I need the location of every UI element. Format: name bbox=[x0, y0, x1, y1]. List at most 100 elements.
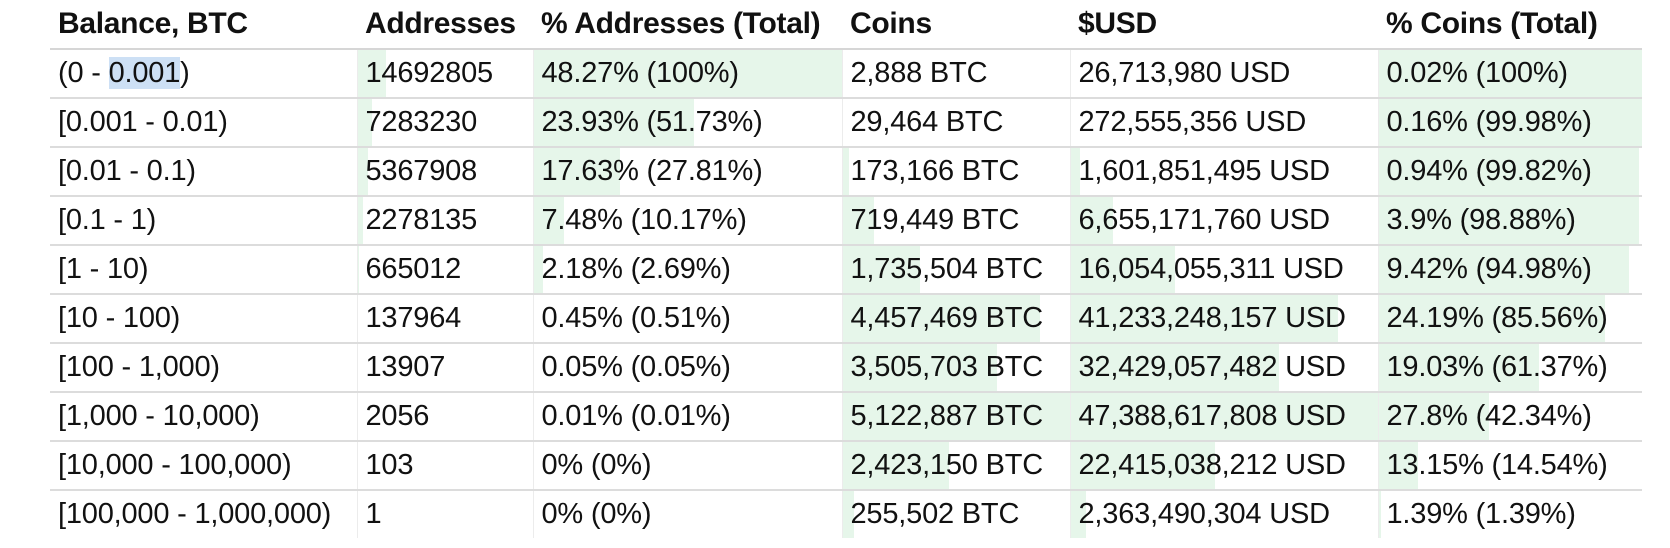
cell-addresses: 1 bbox=[356, 490, 533, 538]
cell-coins-percent-text: 0.16% (99.98%) bbox=[1386, 106, 1592, 138]
header-coins-percent[interactable]: % Coins (Total) bbox=[1378, 0, 1642, 50]
cell-addresses: 137964 bbox=[356, 294, 533, 344]
cell-addresses: 14692805 bbox=[356, 49, 533, 99]
cell-addresses-percent: 23.93% (51.73%) bbox=[532, 98, 842, 148]
cell-coins-percent: 3.9% (98.88%) bbox=[1377, 196, 1642, 246]
cell-addresses-percent-text: 0.45% (0.51%) bbox=[541, 302, 731, 334]
cell-addresses-percent-text: 0% (0%) bbox=[541, 498, 652, 530]
proportion-bar bbox=[533, 197, 565, 244]
cell-coins: 173,166 BTC bbox=[841, 147, 1070, 197]
selected-text-highlight: 0.001 bbox=[108, 57, 181, 89]
cell-coins-percent-text: 19.03% (61.37%) bbox=[1386, 351, 1608, 383]
table-row: [10,000 - 100,000) 103 0% (0%) 2,423,150 BT… bbox=[50, 441, 1642, 491]
cell-addresses-text: 14692805 bbox=[365, 57, 494, 89]
proportion-bar bbox=[1378, 442, 1419, 489]
proportion-bar bbox=[842, 295, 1040, 342]
cell-balance-range: [100 - 1,000) bbox=[50, 343, 357, 393]
cell-coins: 3,505,703 BTC bbox=[841, 343, 1070, 393]
cell-coins: 5,122,887 BTC bbox=[841, 392, 1070, 442]
table-header-row: Balance, BTC Addresses % Addresses (Tota… bbox=[50, 0, 1642, 50]
cell-coins: 2,423,150 BTC bbox=[841, 441, 1070, 491]
cell-coins-text: 29,464 BTC bbox=[850, 106, 1004, 138]
cell-addresses-percent-text: 17.63% (27.81%) bbox=[541, 155, 763, 187]
header-coins[interactable]: Coins bbox=[842, 0, 1070, 50]
cell-usd-text: 26,713,980 USD bbox=[1078, 57, 1291, 89]
cell-coins-text: 2,423,150 BTC bbox=[850, 449, 1044, 481]
header-addresses[interactable]: Addresses bbox=[357, 0, 533, 50]
cell-addresses: 7283230 bbox=[356, 98, 533, 148]
cell-coins-percent-text: 24.19% (85.56%) bbox=[1386, 302, 1608, 334]
cell-coins-percent-text: 0.94% (99.82%) bbox=[1386, 155, 1592, 187]
balance-range-text: [0.01 - 0.1) bbox=[58, 155, 196, 187]
proportion-bar bbox=[1070, 344, 1280, 391]
cell-usd: 41,233,248,157 USD bbox=[1069, 294, 1378, 344]
cell-coins-percent-text: 3.9% (98.88%) bbox=[1386, 204, 1576, 236]
cell-addresses-percent-text: 48.27% (100%) bbox=[541, 57, 740, 89]
proportion-bar bbox=[1378, 148, 1640, 195]
proportion-bar bbox=[842, 246, 920, 293]
table-row: [0.001 - 0.01) 7283230 23.93% (51.73%) 29,4… bbox=[50, 98, 1642, 148]
cell-coins: 4,457,469 BTC bbox=[841, 294, 1070, 344]
cell-coins-text: 2,888 BTC bbox=[850, 57, 988, 89]
balance-range-text: [0.1 - 1) bbox=[58, 204, 157, 236]
proportion-bar bbox=[1378, 99, 1642, 146]
table-body: (0 - 0.001) 14692805 48.27% (100%) 2,888 BT… bbox=[50, 49, 1642, 538]
cell-coins-percent-text: 1.39% (1.39%) bbox=[1386, 498, 1576, 530]
cell-coins-percent-text: 9.42% (94.98%) bbox=[1386, 253, 1592, 285]
proportion-bar bbox=[1378, 344, 1540, 391]
table-row: [0.1 - 1) 2278135 7.48% (10.17%) 719,449 BT… bbox=[50, 196, 1642, 246]
proportion-bar bbox=[533, 50, 842, 97]
cell-addresses-percent: 7.48% (10.17%) bbox=[532, 196, 842, 246]
cell-addresses-percent-text: 0.01% (0.01%) bbox=[541, 400, 731, 432]
header-addresses-percent[interactable]: % Addresses (Total) bbox=[533, 0, 842, 50]
proportion-bar bbox=[357, 99, 372, 146]
cell-balance-range: [1 - 10) bbox=[50, 245, 357, 295]
cell-usd-text: 272,555,356 USD bbox=[1078, 106, 1307, 138]
cell-addresses: 2278135 bbox=[356, 196, 533, 246]
cell-addresses-percent-text: 2.18% (2.69%) bbox=[541, 253, 731, 285]
cell-addresses-percent: 48.27% (100%) bbox=[532, 49, 842, 99]
proportion-bar bbox=[842, 344, 997, 391]
table-row: [0.01 - 0.1) 5367908 17.63% (27.81%) 173,16… bbox=[50, 147, 1642, 197]
proportion-bar bbox=[1378, 246, 1629, 293]
cell-addresses-text: 2056 bbox=[365, 400, 430, 432]
cell-balance-range: (0 - 0.001) bbox=[50, 49, 357, 99]
cell-addresses: 2056 bbox=[356, 392, 533, 442]
cell-balance-range: [0.01 - 0.1) bbox=[50, 147, 357, 197]
cell-addresses-percent-text: 23.93% (51.73%) bbox=[541, 106, 763, 138]
proportion-bar bbox=[1378, 295, 1606, 342]
cell-coins-percent: 0.02% (100%) bbox=[1377, 49, 1642, 99]
cell-coins-percent-text: 13.15% (14.54%) bbox=[1386, 449, 1608, 481]
cell-coins-text: 719,449 BTC bbox=[850, 204, 1020, 236]
cell-addresses-percent: 2.18% (2.69%) bbox=[532, 245, 842, 295]
cell-coins-text: 3,505,703 BTC bbox=[850, 351, 1044, 383]
cell-addresses-text: 665012 bbox=[365, 253, 462, 285]
cell-usd-text: 41,233,248,157 USD bbox=[1078, 302, 1346, 334]
balance-range-text: [100 - 1,000) bbox=[58, 351, 220, 383]
balance-range-suffix: ) bbox=[180, 57, 190, 89]
cell-usd: 1,601,851,495 USD bbox=[1069, 147, 1378, 197]
cell-coins: 255,502 BTC bbox=[841, 490, 1070, 538]
cell-usd-text: 2,363,490,304 USD bbox=[1078, 498, 1331, 530]
cell-coins-text: 1,735,504 BTC bbox=[850, 253, 1044, 285]
cell-addresses-text: 2278135 bbox=[365, 204, 478, 236]
header-usd[interactable]: $USD bbox=[1070, 0, 1378, 50]
cell-addresses-text: 103 bbox=[365, 449, 414, 481]
header-balance[interactable]: Balance, BTC bbox=[50, 0, 357, 50]
cell-balance-range: [1,000 - 10,000) bbox=[50, 392, 357, 442]
proportion-bar bbox=[842, 197, 875, 244]
proportion-bar bbox=[357, 197, 363, 244]
cell-balance-range: [10 - 100) bbox=[50, 294, 357, 344]
table-row: [1 - 10) 665012 2.18% (2.69%) 1,735,504 BTC… bbox=[50, 245, 1642, 295]
cell-coins-text: 173,166 BTC bbox=[850, 155, 1020, 187]
cell-addresses-text: 7283230 bbox=[365, 106, 478, 138]
cell-coins-text: 255,502 BTC bbox=[850, 498, 1020, 530]
cell-addresses: 665012 bbox=[356, 245, 533, 295]
cell-coins: 1,735,504 BTC bbox=[841, 245, 1070, 295]
cell-usd-text: 22,415,038,212 USD bbox=[1078, 449, 1346, 481]
balance-range-text: [100,000 - 1,000,000) bbox=[58, 498, 332, 530]
cell-coins-percent-text: 27.8% (42.34%) bbox=[1386, 400, 1592, 432]
cell-addresses: 5367908 bbox=[356, 147, 533, 197]
proportion-bar bbox=[1378, 491, 1382, 538]
proportion-bar bbox=[357, 246, 360, 293]
